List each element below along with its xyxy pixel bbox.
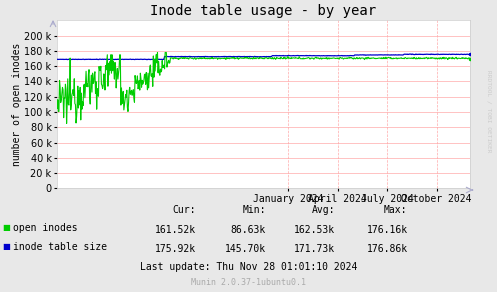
Text: 162.53k: 162.53k (294, 225, 335, 235)
Text: ■: ■ (2, 223, 10, 232)
Text: inode table size: inode table size (13, 242, 107, 252)
Text: RRDTOOL / TOBI OETIKER: RRDTOOL / TOBI OETIKER (486, 70, 491, 152)
Text: ■: ■ (2, 242, 10, 251)
Text: Min:: Min: (243, 205, 266, 215)
Text: 171.73k: 171.73k (294, 244, 335, 254)
Text: Last update: Thu Nov 28 01:01:10 2024: Last update: Thu Nov 28 01:01:10 2024 (140, 262, 357, 272)
Text: 145.70k: 145.70k (225, 244, 266, 254)
Text: Avg:: Avg: (312, 205, 335, 215)
Text: 161.52k: 161.52k (155, 225, 196, 235)
Y-axis label: number of open inodes: number of open inodes (11, 43, 21, 166)
Text: Max:: Max: (384, 205, 408, 215)
Text: 176.16k: 176.16k (366, 225, 408, 235)
Text: 86.63k: 86.63k (231, 225, 266, 235)
Text: Cur:: Cur: (173, 205, 196, 215)
Text: 175.92k: 175.92k (155, 244, 196, 254)
Text: open inodes: open inodes (13, 223, 78, 233)
Title: Inode table usage - by year: Inode table usage - by year (151, 4, 376, 18)
Text: Munin 2.0.37-1ubuntu0.1: Munin 2.0.37-1ubuntu0.1 (191, 278, 306, 287)
Text: 176.86k: 176.86k (366, 244, 408, 254)
